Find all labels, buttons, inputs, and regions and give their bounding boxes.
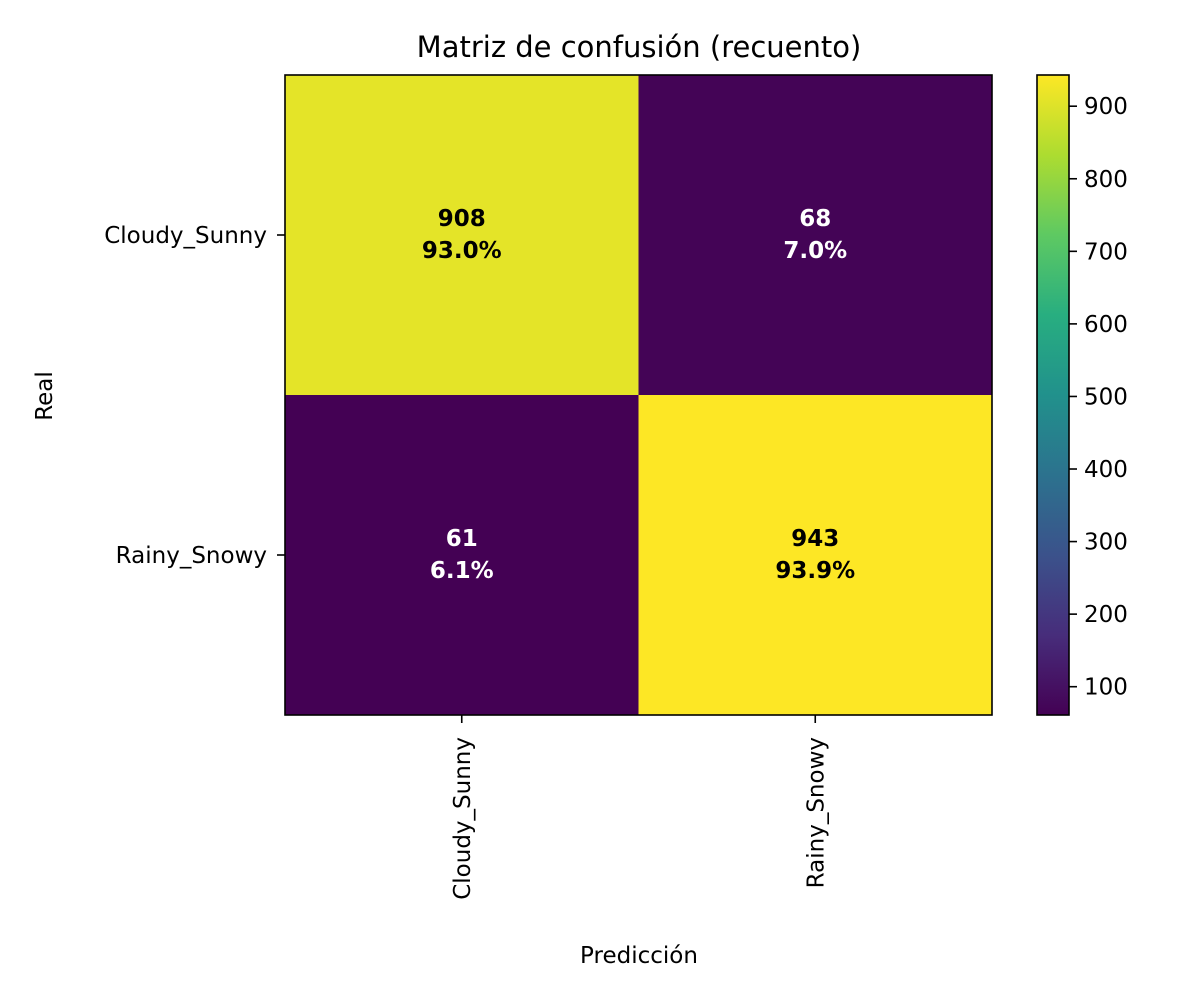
- heatmap-cell-1-0: [285, 395, 639, 716]
- colorbar-tick-label-7: 800: [1084, 167, 1128, 193]
- cell-label-1-1-count: 943: [791, 526, 839, 552]
- heatmap-cell-1-1: [638, 395, 993, 716]
- cell-label-0-0-count: 908: [438, 206, 486, 232]
- cell-label-1-0-percent: 6.1%: [430, 558, 494, 584]
- colorbar-tick-label-4: 500: [1084, 384, 1128, 410]
- chart-title: Matriz de confusión (recuento): [417, 30, 862, 64]
- y-tick-label-1: Rainy_Snowy: [116, 543, 267, 569]
- colorbar-tick-label-3: 400: [1084, 457, 1128, 483]
- y-axis-label: Real: [32, 371, 58, 421]
- colorbar: [1036, 74, 1070, 716]
- x-axis-ticks: Cloudy_Sunny Rainy_Snowy: [450, 715, 829, 900]
- colorbar-ticks: 100 200 300 400 500 600 700 800 900: [1069, 94, 1128, 701]
- heatmap-cell-0-0: [285, 75, 639, 396]
- plot-frame: [284, 74, 993, 716]
- y-axis-ticks: Cloudy_Sunny Rainy_Snowy: [104, 223, 285, 569]
- x-axis-label: Predicción: [580, 943, 698, 969]
- cell-label-0-1-count: 68: [799, 206, 831, 232]
- colorbar-tick-label-5: 600: [1084, 312, 1128, 338]
- x-tick-label-0: Cloudy_Sunny: [450, 737, 476, 900]
- colorbar-tick-label-2: 300: [1084, 530, 1128, 556]
- colorbar-tick-label-8: 900: [1084, 94, 1128, 120]
- cell-label-0-1-percent: 7.0%: [783, 238, 847, 264]
- heatmap-cell-0-1: [638, 75, 993, 396]
- colorbar-tick-label-1: 200: [1084, 602, 1128, 628]
- cell-label-1-0-count: 61: [446, 526, 478, 552]
- colorbar-tick-label-0: 100: [1084, 675, 1128, 701]
- heatmap-cells: [285, 75, 993, 716]
- cell-label-1-1-percent: 93.9%: [775, 558, 855, 584]
- cell-labels: 908 93.0% 68 7.0% 61 6.1% 943 93.9%: [422, 206, 855, 584]
- x-tick-label-1: Rainy_Snowy: [803, 737, 829, 888]
- y-tick-label-0: Cloudy_Sunny: [104, 223, 267, 249]
- cell-label-0-0-percent: 93.0%: [422, 238, 502, 264]
- colorbar-tick-label-6: 700: [1084, 239, 1128, 265]
